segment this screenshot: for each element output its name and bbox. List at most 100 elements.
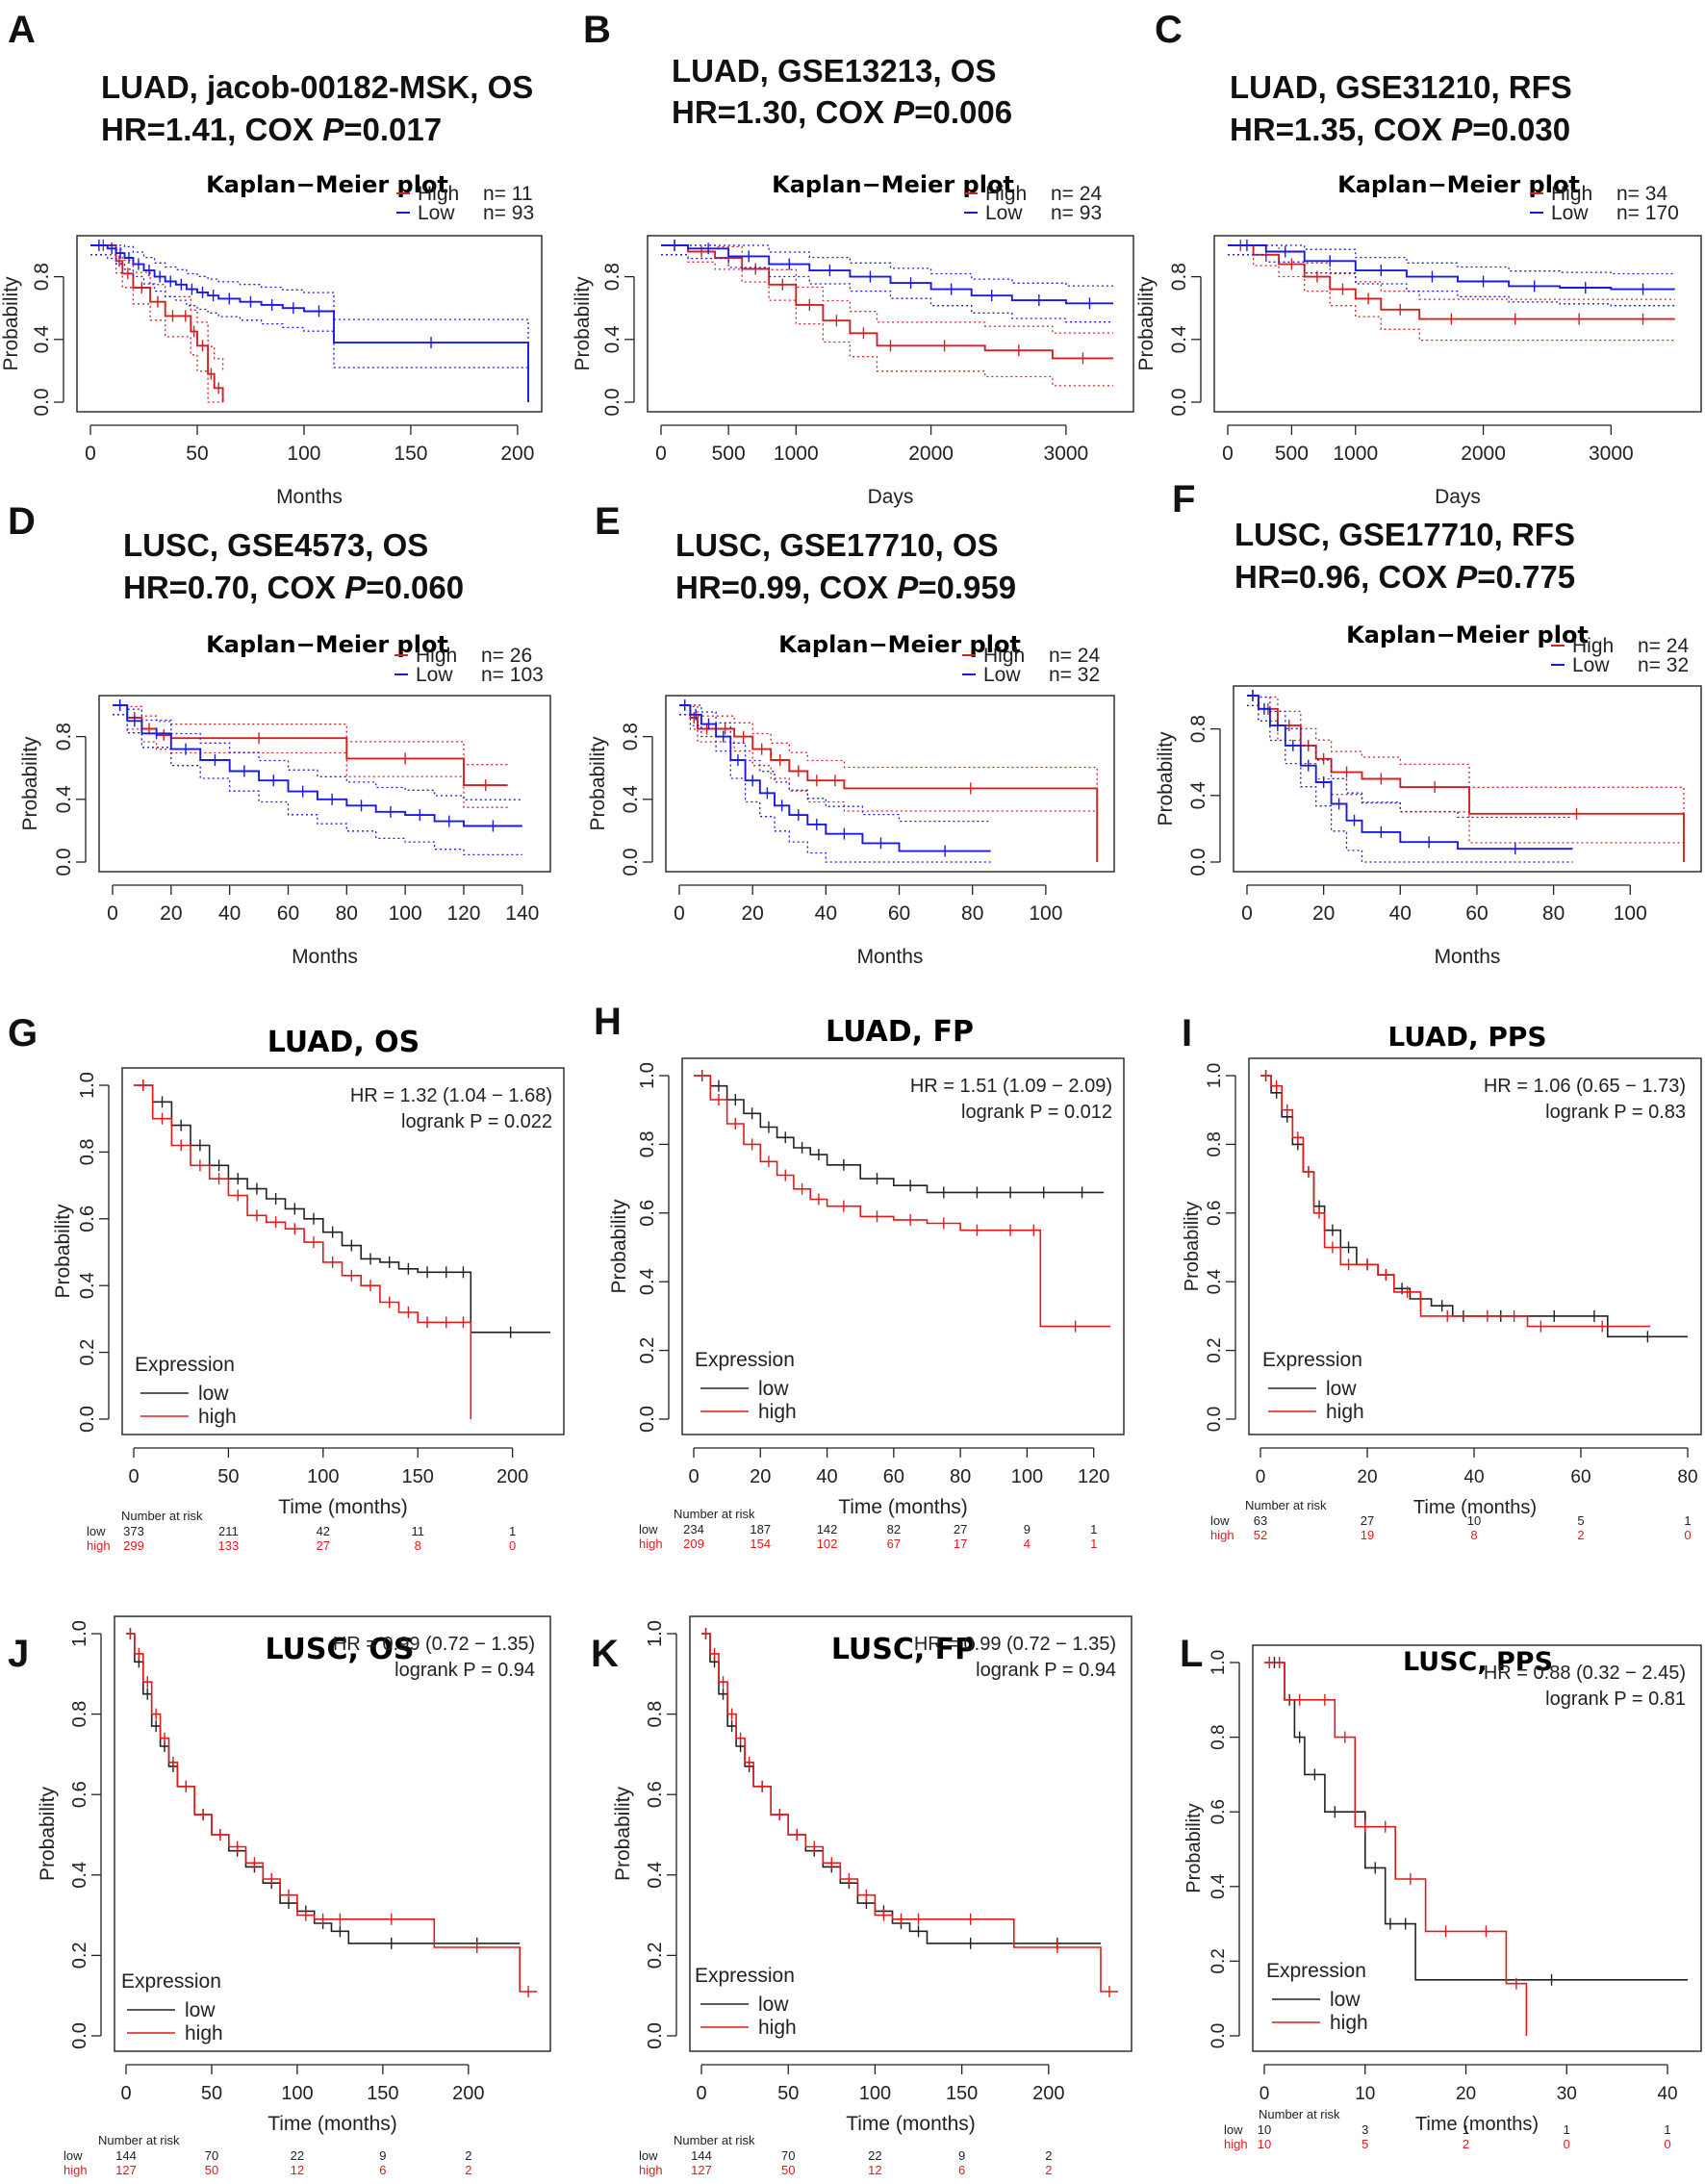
panel-j-risk-low-value: 22 <box>291 2148 304 2163</box>
panel-d-x-tick-label: 100 <box>389 902 422 925</box>
panel-i-y-tick-label: 0.6 <box>1205 1201 1225 1226</box>
panel-d-series-high-ci-upper <box>113 704 508 766</box>
panel-j-y-tick-label: 0.2 <box>69 1942 90 1968</box>
panel-i-title: LUAD, PPS <box>1387 1021 1546 1053</box>
panel-d: D LUSC, GSE4573, OS HR=0.70, COX P=0.060… <box>8 500 551 968</box>
panel-j-risk-low-value: 9 <box>379 2148 386 2163</box>
panel-i-risk-high-value: 8 <box>1470 1528 1477 1542</box>
panel-a-y-tick-label: 0.4 <box>31 325 53 354</box>
panel-h-risk-high-value: 17 <box>954 1536 967 1551</box>
panel-l-risk-low-value: 10 <box>1258 2122 1271 2137</box>
panel-k-legend-title: Expression <box>695 1965 795 1987</box>
panel-i-legend-label-high: high <box>1326 1401 1364 1423</box>
panel-j-y-axis-label: Probability <box>37 1786 59 1881</box>
panel-g-x-tick-label: 100 <box>307 1466 339 1487</box>
panel-h-risk-low-value: 9 <box>1024 1522 1031 1536</box>
panel-i-x-tick-label: 40 <box>1463 1467 1484 1487</box>
panel-d-x-tick-label: 20 <box>160 902 182 925</box>
panel-e-x-axis-label: Months <box>857 946 924 968</box>
panel-c-x-tick-label: 500 <box>1275 443 1309 465</box>
panel-e-x-tick-label: 80 <box>961 902 983 925</box>
panel-l-risk-low-value: 1 <box>1564 2122 1570 2137</box>
panel-l-x-axis-label: Time (months) <box>1415 2114 1539 2135</box>
panel-d-y-axis-label: Probability <box>19 736 41 831</box>
panel-d-x-tick-label: 60 <box>277 902 299 925</box>
panel-e-plot: 0 20 40 60 80 100 0.0 0.4 0.8 Months Probability Hi… <box>587 645 1115 968</box>
panel-c-header-stats: HR=1.35, COX P=0.030 <box>1230 112 1570 147</box>
panel-l-legend-title: Expression <box>1266 1960 1366 1982</box>
panel-a-y-axis-label: Probability <box>0 276 22 371</box>
panel-a-x-tick-label: 0 <box>85 443 96 465</box>
panel-b-series-low-ci-lower <box>661 254 1113 323</box>
panel-b-title: Kaplan−Meier plot <box>772 171 1014 198</box>
panel-g-y-tick-label: 1.0 <box>77 1072 98 1099</box>
panel-k-y-tick-label: 0.8 <box>645 1701 666 1728</box>
panel-d-x-axis-label: Months <box>292 946 358 968</box>
panel-j-x-tick-label: 200 <box>452 2083 484 2104</box>
panel-h-y-tick-label: 0.8 <box>637 1130 658 1157</box>
panel-a-legend-n-low: n= 93 <box>483 202 534 224</box>
panel-j-y-tick-label: 0.0 <box>69 2022 90 2049</box>
panel-a-series-high-line <box>90 244 224 402</box>
panel-a-header-stats: HR=1.41, COX P=0.017 <box>101 112 442 147</box>
panel-label-g: G <box>8 1012 38 1054</box>
panel-c-x-axis-label: Days <box>1435 486 1481 508</box>
panel-k-risk-low-value: 9 <box>958 2148 965 2163</box>
panel-f-series-low-ci-upper <box>1247 695 1573 819</box>
panel-label-c: C <box>1155 9 1183 51</box>
panel-e-header-dataset: LUSC, GSE17710, OS <box>675 527 999 563</box>
panel-b-y-tick-label: 0.0 <box>601 388 623 416</box>
panel-e-header-stats: HR=0.99, COX P=0.959 <box>675 570 1016 605</box>
panel-h-risk-title: Number at risk <box>674 1507 755 1521</box>
panel-e-series-high-ci-lower <box>679 714 1098 862</box>
panel-c-x-tick-label: 1000 <box>1333 443 1378 465</box>
panel-i-y-tick-label: 0.4 <box>1205 1269 1225 1295</box>
panel-i-x-tick-label: 20 <box>1357 1467 1377 1487</box>
panel-e-plot-frame <box>665 695 1115 873</box>
panel-h-x-tick-label: 60 <box>883 1466 904 1487</box>
panel-e-series-high-line <box>679 704 1099 862</box>
panel-g-risk-low-value: 1 <box>509 1524 516 1538</box>
panel-l-series-low-line <box>1264 1662 1688 1981</box>
panel-g-x-tick-label: 50 <box>217 1466 239 1487</box>
panel-d-legend-label-high: High <box>416 645 457 667</box>
panel-d-y-tick-label: 0.0 <box>53 848 75 876</box>
panel-g-y-axis-label: Probability <box>52 1204 74 1299</box>
panel-j-legend-title: Expression <box>121 1970 221 1993</box>
panel-l-x-tick-label: 20 <box>1456 2084 1476 2104</box>
panel-b-y-tick-label: 0.8 <box>601 263 623 291</box>
panel-label-d: D <box>8 500 36 543</box>
panel-b-legend-label-high: High <box>985 183 1027 205</box>
panel-h-x-tick-label: 40 <box>816 1466 837 1487</box>
panel-h-legend-label-low: low <box>758 1378 789 1400</box>
panel-i-y-tick-label: 0.2 <box>1205 1337 1225 1362</box>
panel-k-logrank-text: logrank P = 0.94 <box>976 1660 1116 1681</box>
panel-f-y-axis-label: Probability <box>1155 731 1177 826</box>
panel-f-x-axis-label: Months <box>1435 946 1501 968</box>
panel-g-hr-text: HR = 1.32 (1.04 − 1.68) <box>350 1085 552 1106</box>
panel-j-y-tick-label: 0.6 <box>69 1781 90 1808</box>
panel-i-risk-low-value: 1 <box>1684 1513 1691 1528</box>
panel-g-y-tick-label: 0.0 <box>77 1406 98 1433</box>
panel-k-risk-low-value: 70 <box>781 2148 795 2163</box>
panel-c-y-axis-label: Probability <box>1135 276 1158 371</box>
panel-a-series-low-line <box>90 244 529 402</box>
panel-e-x-tick-label: 60 <box>888 902 910 925</box>
panel-j-plot-frame <box>114 1615 551 2052</box>
panel-k-x-tick-label: 50 <box>777 2083 799 2104</box>
panel-k-y-tick-label: 0.2 <box>645 1942 666 1968</box>
panel-h-plot-frame <box>681 1057 1125 1435</box>
panel-d-plot-frame <box>98 695 551 873</box>
panel-k-x-tick-label: 200 <box>1032 2083 1064 2104</box>
panel-c-legend-label-high: High <box>1551 183 1592 205</box>
panel-h-legend-label-high: high <box>758 1401 797 1423</box>
panel-a-series-low-ci-lower <box>90 254 529 402</box>
panel-h-risk-high-value: 154 <box>750 1536 771 1551</box>
panel-l-x-tick-label: 10 <box>1355 2084 1375 2104</box>
panel-h-risk-high-value: 67 <box>887 1536 901 1551</box>
panel-b: B LUAD, GSE13213, OS HR=1.30, COX P=0.00… <box>572 9 1134 508</box>
panel-i-risk-high-value: 0 <box>1684 1528 1691 1542</box>
panel-l-x-tick-label: 30 <box>1557 2084 1577 2104</box>
